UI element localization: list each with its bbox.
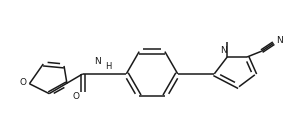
Text: N: N (276, 36, 283, 45)
Text: N: N (94, 57, 101, 66)
Text: H: H (105, 62, 112, 71)
Text: O: O (20, 78, 27, 87)
Text: O: O (72, 92, 80, 101)
Text: N: N (220, 46, 227, 55)
